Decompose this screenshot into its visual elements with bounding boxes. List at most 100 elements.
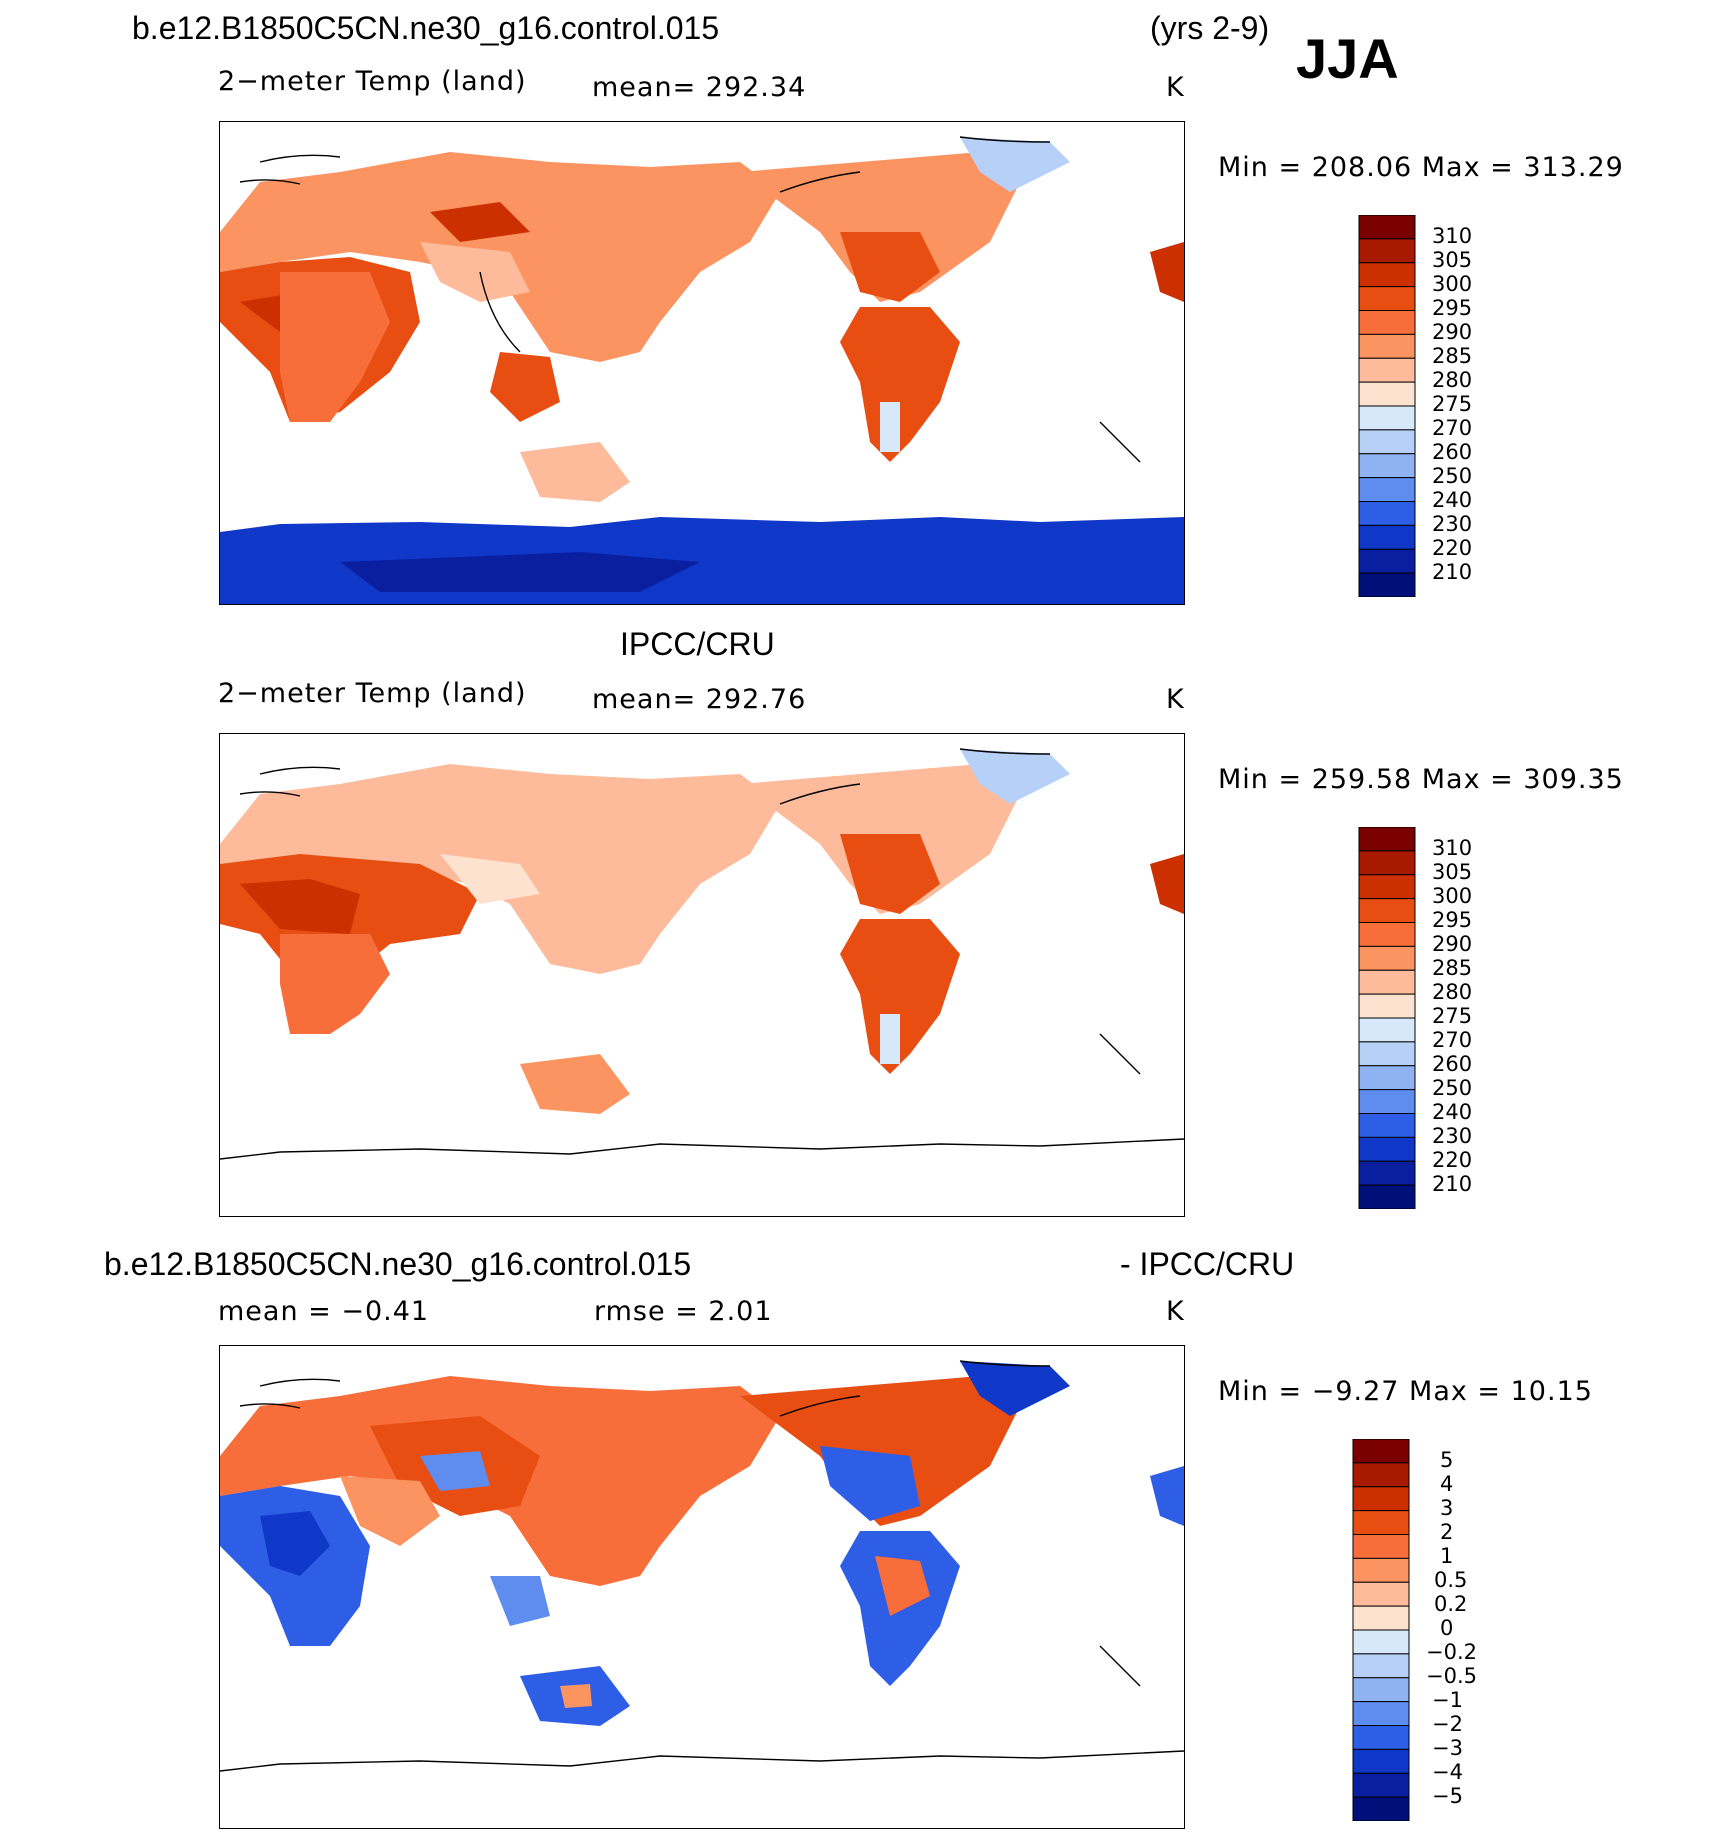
colorbar-swatch	[1352, 1510, 1410, 1535]
panel3-minmax: Min = −9.27 Max = 10.15	[1218, 1376, 1593, 1407]
panel3-colorbar	[1352, 1438, 1410, 1822]
colorbar-swatch	[1358, 826, 1416, 852]
colorbar-swatch	[1358, 429, 1416, 455]
panel1-colorbar-label: 270	[1432, 416, 1473, 440]
years-label: (yrs 2-9)	[1150, 10, 1270, 46]
colorbar-swatch	[1358, 1089, 1416, 1114]
panel1-colorbar-label: 275	[1432, 392, 1473, 416]
colorbar-swatch	[1358, 286, 1416, 311]
panel3-right-title: - IPCC/CRU	[1120, 1246, 1295, 1282]
panel3-rmse: rmse = 2.01	[594, 1296, 773, 1327]
colorbar-swatch	[1352, 1653, 1410, 1679]
panel2-colorbar-label: 210	[1432, 1172, 1473, 1196]
panel1-colorbar-label: 250	[1432, 464, 1473, 488]
colorbar-swatch	[1352, 1701, 1410, 1726]
colorbar-swatch	[1358, 1160, 1416, 1186]
panel2-colorbar-label: 260	[1432, 1052, 1473, 1076]
colorbar-swatch	[1358, 405, 1416, 431]
colorbar-swatch	[1358, 969, 1416, 995]
panel2-colorbar-label: 295	[1432, 908, 1473, 932]
panel3-map-svg	[220, 1360, 1184, 1772]
colorbar-swatch	[1358, 262, 1416, 288]
colorbar-swatch	[1352, 1772, 1410, 1798]
panel3-colorbar-label: −4	[1432, 1760, 1463, 1784]
panel2-minmax: Min = 259.58 Max = 309.35	[1218, 764, 1624, 795]
panel2-colorbar-label: 290	[1432, 932, 1473, 956]
panel3-colorbar-swatches	[1352, 1438, 1410, 1822]
panel3-colorbar-label: 0.5	[1434, 1568, 1468, 1592]
panel1-colorbar-label: 305	[1432, 248, 1473, 272]
panel1-colorbar-label: 295	[1432, 296, 1473, 320]
panel3-colorbar-label: 0	[1440, 1616, 1454, 1640]
colorbar-swatch	[1358, 453, 1416, 479]
panel1-colorbar-label: 260	[1432, 440, 1473, 464]
map-land	[220, 137, 1184, 604]
panel1-colorbar-labels: 310 305 300 295 290 285 280 275 270 260 …	[1432, 224, 1512, 606]
panel1-colorbar-swatches	[1358, 214, 1416, 598]
colorbar-swatch	[1358, 922, 1416, 947]
colorbar-swatch	[1352, 1534, 1410, 1559]
panel2-colorbar-label: 280	[1432, 980, 1473, 1004]
panel2-units: K	[1166, 684, 1185, 715]
panel2-colorbar-swatches	[1358, 826, 1416, 1210]
panel3-mean: mean = −0.41	[218, 1296, 430, 1327]
panel2-colorbar-label: 250	[1432, 1076, 1473, 1100]
case-title: b.e12.B1850C5CN.ne30_g16.control.015	[132, 10, 720, 46]
colorbar-swatch	[1358, 1041, 1416, 1067]
colorbar-swatch	[1358, 548, 1416, 574]
colorbar-swatch	[1358, 1184, 1416, 1210]
panel3-colorbar-label: −2	[1432, 1712, 1463, 1736]
panel3-colorbar-label: 2	[1440, 1520, 1454, 1544]
colorbar-swatch	[1358, 524, 1416, 550]
colorbar-swatch	[1358, 1113, 1416, 1138]
coastlines	[220, 1360, 1184, 1772]
panel1-colorbar-label: 280	[1432, 368, 1473, 392]
panel1-field-label: 2−meter Temp (land)	[218, 66, 527, 97]
colorbar-swatch	[1352, 1581, 1410, 1607]
panel1-minmax: Min = 208.06 Max = 313.29	[1218, 152, 1624, 183]
colorbar-swatch	[1352, 1462, 1410, 1488]
colorbar-swatch	[1358, 501, 1416, 526]
colorbar-swatch	[1358, 238, 1416, 264]
colorbar-swatch	[1352, 1748, 1410, 1774]
colorbar-swatch	[1352, 1796, 1410, 1822]
colorbar-swatch	[1358, 1065, 1416, 1091]
colorbar-swatch	[1358, 874, 1416, 900]
panel3-map	[219, 1345, 1185, 1829]
panel1-colorbar-label: 285	[1432, 344, 1473, 368]
panel3-colorbar-label: 4	[1440, 1472, 1454, 1496]
panel1-colorbar-label: 310	[1432, 224, 1473, 248]
colorbar-swatch	[1352, 1605, 1410, 1631]
colorbar-swatch	[1358, 850, 1416, 876]
panel2-field-label: 2−meter Temp (land)	[218, 678, 527, 709]
panel2-colorbar-label: 310	[1432, 836, 1473, 860]
panel2-colorbar-label: 285	[1432, 956, 1473, 980]
panel1-colorbar-label: 290	[1432, 320, 1473, 344]
panel1-colorbar-label: 210	[1432, 560, 1473, 584]
colorbar-swatch	[1358, 381, 1416, 407]
panel1-map-svg	[220, 136, 1184, 604]
panel2-map	[219, 733, 1185, 1217]
coastlines	[239, 136, 1141, 463]
map-land	[220, 749, 1184, 1114]
panel2-colorbar	[1358, 826, 1416, 1210]
colorbar-swatch	[1352, 1677, 1410, 1703]
panel1-colorbar-label: 220	[1432, 536, 1473, 560]
panel2-colorbar-label: 275	[1432, 1004, 1473, 1028]
panel3-colorbar-label: 1	[1440, 1544, 1454, 1568]
panel2-colorbar-label: 300	[1432, 884, 1473, 908]
coastlines	[220, 748, 1184, 1160]
panel2-map-svg	[220, 748, 1184, 1160]
colorbar-swatch	[1352, 1486, 1410, 1512]
colorbar-swatch	[1358, 572, 1416, 598]
map-land	[220, 1361, 1184, 1726]
panel1-colorbar	[1358, 214, 1416, 598]
colorbar-swatch	[1358, 333, 1416, 359]
colorbar-swatch	[1352, 1557, 1410, 1583]
panel3-units: K	[1166, 1296, 1185, 1327]
panel1-colorbar-label: 300	[1432, 272, 1473, 296]
colorbar-swatch	[1358, 1136, 1416, 1162]
panel2-center-title: IPCC/CRU	[620, 626, 775, 662]
panel3-colorbar-label: −5	[1432, 1784, 1463, 1808]
season-label: JJA	[1296, 27, 1399, 90]
